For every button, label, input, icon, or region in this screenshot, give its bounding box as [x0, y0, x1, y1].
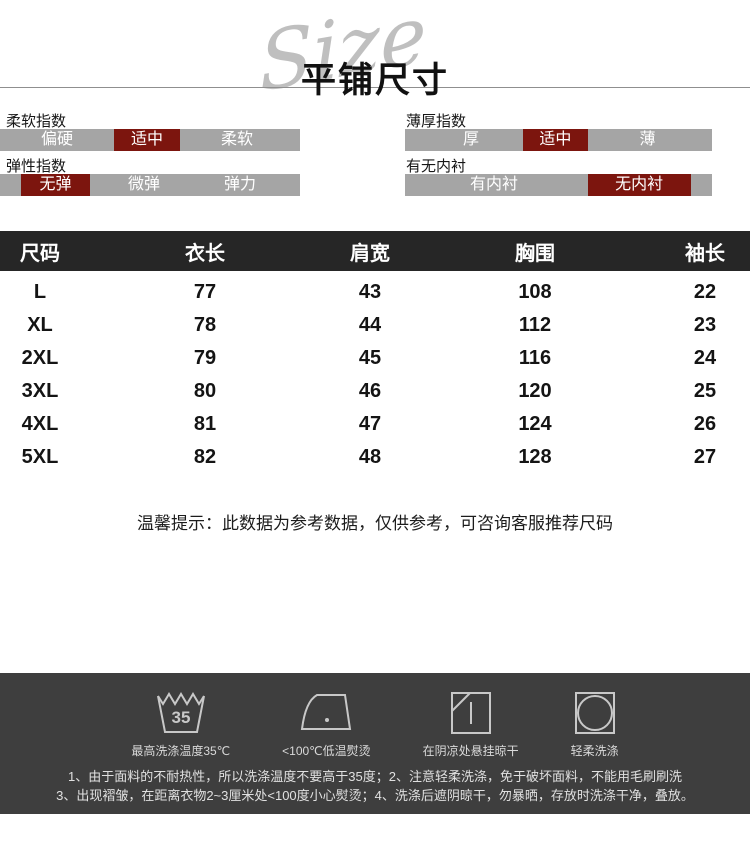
measure-cell: 112 [518, 314, 552, 336]
size-cell: XL [27, 314, 53, 336]
measure-cell: 25 [693, 380, 717, 402]
size-cell: 5XL [21, 446, 59, 468]
care-label-iron: <100℃低温熨烫 [282, 744, 371, 758]
measure-cell: 120 [518, 380, 552, 402]
measure-cell: 48 [358, 446, 382, 468]
size-tip-text: 温馨提示：此数据为参考数据，仅供参考，可咨询客服推荐尺码 [137, 514, 613, 533]
lining-index-label: 有无内衬 [406, 158, 467, 175]
header-chest: 胸围 [515, 242, 555, 265]
measure-cell: 78 [193, 314, 217, 336]
measure-cell: 108 [518, 281, 552, 303]
elasticity-index-label: 弹性指数 [6, 158, 67, 175]
lining-option: 有内衬 [470, 176, 519, 193]
measure-cell: 26 [693, 413, 717, 435]
header-shoulder: 肩宽 [350, 242, 390, 265]
softness-index-label: 柔软指数 [6, 113, 67, 130]
softness-option-selected: 适中 [114, 129, 180, 151]
elasticity-bar: 无弹 微弹 弹力 [0, 174, 300, 196]
size-table-body: L 77 43 108 22 XL 78 44 112 23 2XL 79 45 116 24 3XL 80 46… [0, 276, 750, 474]
table-row: 3XL 80 46 120 25 [0, 375, 750, 408]
measure-cell: 82 [193, 446, 217, 468]
care-icons-row: 35 最高洗涤温度35℃ <100℃低温熨烫 在阴凉处悬挂晾干 [0, 689, 750, 759]
header-sleeve: 袖长 [685, 242, 725, 265]
thickness-bar: 厚 适中 薄 [405, 129, 712, 151]
care-notes: 1、由于面料的不耐热性，所以洗涤温度不要高于35度；2、注意轻柔洗涤，免于破坏面… [0, 767, 750, 805]
size-cell: 4XL [21, 413, 59, 435]
measure-cell: 128 [518, 446, 552, 468]
page-title: 平铺尺寸 [300, 61, 449, 100]
iron-icon [301, 694, 352, 730]
size-table-header: 尺码 衣长 肩宽 胸围 袖长 [0, 231, 750, 271]
care-label-gentle-wash: 轻柔洗涤 [570, 744, 619, 758]
thickness-option: 厚 [462, 131, 480, 148]
measure-cell: 45 [358, 347, 382, 369]
table-row: 4XL 81 47 124 26 [0, 408, 750, 441]
size-cell: 2XL [21, 347, 59, 369]
wash-temp-value: 35 [171, 708, 190, 727]
measure-cell: 22 [693, 281, 717, 303]
header-divider-line [0, 87, 750, 88]
softness-bar: 偏硬 适中 柔软 [0, 129, 300, 151]
measure-cell: 43 [358, 281, 382, 303]
measure-cell: 24 [693, 347, 717, 369]
wash-temp-icon: 35 [156, 692, 205, 733]
thickness-index-label: 薄厚指数 [406, 113, 467, 130]
measure-cell: 80 [193, 380, 217, 402]
measure-cell: 27 [693, 446, 717, 468]
care-item-wash-temp: 35 最高洗涤温度35℃ [131, 689, 230, 759]
lining-bar: 有内衬 无内衬 [405, 174, 712, 196]
care-item-gentle-wash: 轻柔洗涤 [571, 689, 619, 759]
measure-cell: 23 [693, 314, 717, 336]
care-note-line: 3、出现褶皱，在距离衣物2~3厘米处<100度小心熨烫；4、洗涤后遮阴晾干，勿暴… [56, 788, 694, 803]
softness-option: 柔软 [220, 131, 254, 148]
thickness-option: 薄 [639, 131, 656, 148]
elasticity-option-selected: 无弹 [21, 174, 90, 196]
measure-cell: 44 [358, 314, 382, 336]
softness-option: 偏硬 [40, 131, 74, 148]
care-note-line: 1、由于面料的不耐热性，所以洗涤温度不要高于35度；2、注意轻柔洗涤，免于破坏面… [68, 769, 682, 784]
size-cell: 3XL [21, 380, 59, 402]
hang-dry-icon [450, 692, 491, 734]
measure-cell: 81 [193, 413, 217, 435]
care-item-hang-dry: 在阴凉处悬挂晾干 [423, 689, 519, 759]
table-row: L 77 43 108 22 [0, 276, 750, 309]
care-label-hang-dry: 在阴凉处悬挂晾干 [422, 744, 519, 758]
elasticity-option: 微弹 [127, 176, 161, 193]
measure-cell: 46 [358, 380, 382, 402]
care-label-wash-temp: 最高洗涤温度35℃ [131, 744, 231, 758]
size-cell: L [33, 281, 47, 303]
measure-cell: 79 [193, 347, 217, 369]
measure-cell: 77 [193, 281, 217, 303]
table-row: XL 78 44 112 23 [0, 309, 750, 342]
measure-cell: 116 [518, 347, 552, 369]
lining-option-selected: 无内衬 [587, 174, 691, 196]
header-size: 尺码 [20, 242, 60, 265]
measure-cell: 47 [358, 413, 382, 435]
care-instructions-block: 35 最高洗涤温度35℃ <100℃低温熨烫 在阴凉处悬挂晾干 [0, 673, 750, 814]
header-length: 衣长 [185, 242, 225, 265]
table-row: 5XL 82 48 128 27 [0, 441, 750, 474]
gentle-wash-icon [574, 692, 615, 734]
table-row: 2XL 79 45 116 24 [0, 342, 750, 375]
thickness-option-selected: 适中 [523, 129, 588, 151]
elasticity-option: 弹力 [223, 176, 257, 193]
care-item-iron: <100℃低温熨烫 [282, 689, 371, 759]
measure-cell: 124 [518, 413, 552, 435]
